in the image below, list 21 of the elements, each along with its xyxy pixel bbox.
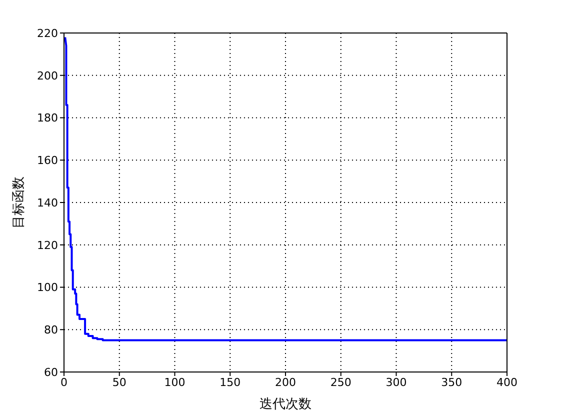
y-tick-label: 100 <box>37 281 58 294</box>
y-tick-label: 160 <box>37 154 58 168</box>
x-tick-label: 400 <box>496 376 518 389</box>
y-tick-label: 220 <box>37 26 58 40</box>
y-axis-title: 目标函数 <box>12 176 27 228</box>
x-axis-title: 迭代次数 <box>260 397 312 412</box>
x-tick-label: 50 <box>112 376 126 389</box>
x-tick-label: 0 <box>60 376 68 389</box>
y-tick-label: 120 <box>37 238 58 252</box>
y-tick-label: 200 <box>37 69 58 82</box>
y-tick-label: 80 <box>44 324 58 337</box>
x-tick-label: 250 <box>330 376 352 389</box>
y-tick-label: 180 <box>37 112 58 125</box>
y-tick-label: 60 <box>44 366 58 379</box>
x-tick-label: 300 <box>386 376 407 389</box>
line-series <box>64 36 507 342</box>
x-tick-label: 200 <box>275 376 296 389</box>
x-tick-label: 100 <box>164 376 186 389</box>
x-tick-label: 150 <box>220 376 241 389</box>
y-tick-label: 140 <box>37 196 58 210</box>
x-tick-label: 350 <box>441 376 462 389</box>
